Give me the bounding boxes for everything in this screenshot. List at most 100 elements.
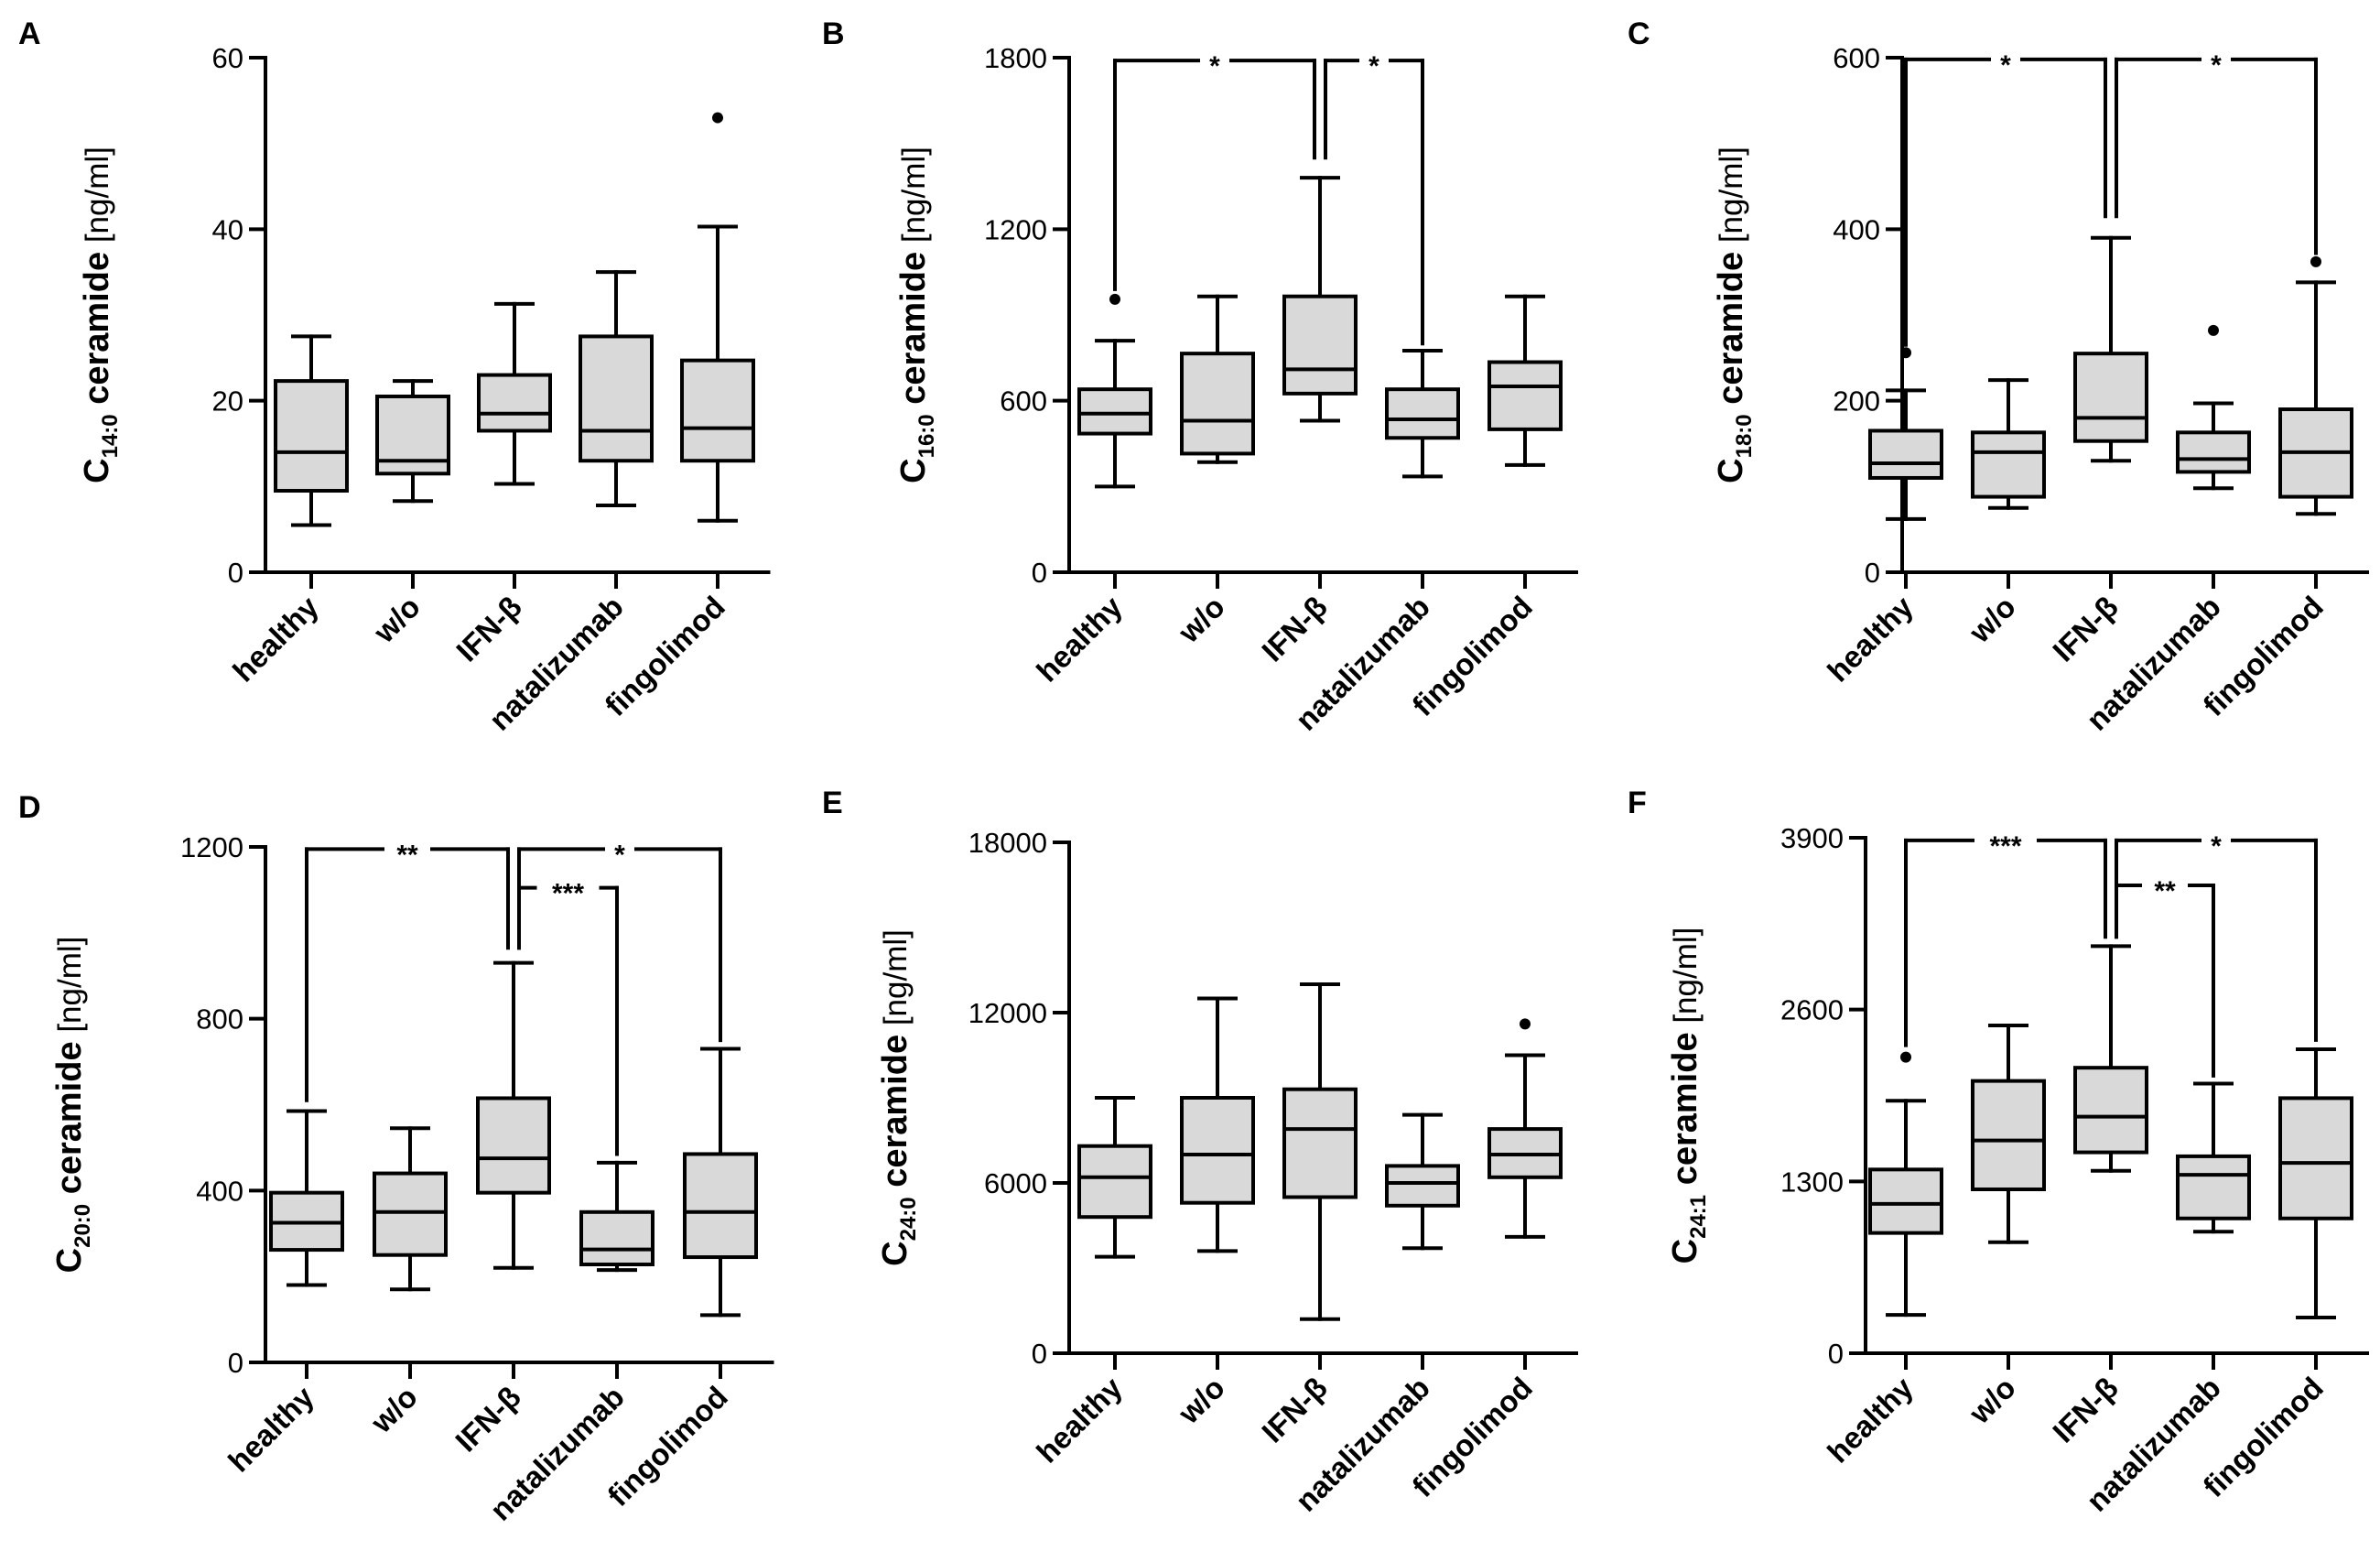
significance-bracket: ** — [2115, 872, 2215, 1078]
box-fingolimod — [2278, 280, 2353, 516]
y-label-subscript: 18:0 — [1732, 414, 1757, 458]
outlier-point — [712, 112, 723, 124]
significance-bracket: * — [1904, 46, 2107, 347]
sig-label-bg — [2202, 46, 2231, 72]
sig-label-bg — [2202, 827, 2231, 853]
box-iqr — [1180, 352, 1255, 456]
y-label-subscript: 20:0 — [70, 1204, 95, 1248]
box-w/o — [375, 379, 450, 504]
y-label-subscript: 14:0 — [98, 414, 123, 458]
significance-bracket: * — [2115, 827, 2318, 1042]
panel-letter: A — [18, 16, 41, 51]
y-label-base: C — [876, 1241, 914, 1265]
y-label-main: ceramide — [876, 1035, 914, 1197]
box-fingolimod — [683, 1047, 758, 1318]
box-iqr — [683, 1152, 758, 1260]
x-category-label: IFN-β — [1255, 590, 1334, 668]
box-iqr — [476, 1096, 551, 1195]
y-label-base: C — [1666, 1239, 1704, 1264]
box-iqr — [2176, 1154, 2251, 1220]
y-tick-label: 1300 — [1780, 1166, 1844, 1198]
significance-bracket: *** — [517, 874, 619, 1156]
box-IFN-β — [476, 960, 551, 1270]
significance-label: *** — [552, 879, 584, 909]
x-category-label: IFN-β — [2046, 1371, 2125, 1449]
y-label-base: C — [50, 1248, 89, 1273]
y-tick-label: 3900 — [1780, 822, 1844, 854]
significance-label: * — [614, 840, 625, 870]
y-tick-label: 400 — [1833, 213, 1880, 245]
y-label-unit: [ng/ml] — [80, 146, 115, 252]
sig-label-bg — [536, 874, 600, 901]
panel-A: A 0 20 40 60 C14:0 ceramide [ng/ml] healthy w/o… — [18, 16, 771, 737]
y-axis-label: C16:0 ceramide [ng/ml] — [894, 146, 939, 483]
sig-label-bg — [1991, 46, 2020, 72]
y-label-main: ceramide — [1666, 1032, 1704, 1194]
box-iqr — [1868, 428, 1943, 480]
y-label-base: C — [1712, 458, 1750, 483]
box-fingolimod — [680, 224, 755, 523]
significance-label: ** — [2154, 876, 2176, 906]
panel-letter: C — [1628, 16, 1650, 51]
box-fingolimod — [2278, 1047, 2353, 1320]
y-label-main: ceramide — [1712, 252, 1750, 414]
y-label-unit: [ng/ml] — [1668, 927, 1704, 1033]
box-natalizumab — [2176, 1081, 2251, 1234]
y-tick-label: 0 — [1032, 557, 1047, 589]
box-iqr — [1971, 430, 2046, 499]
box-iqr — [274, 379, 349, 494]
box-iqr — [2278, 1096, 2353, 1220]
panel-D: D 0 400 800 1200 C20:0 ceramide [ng/ml] health… — [18, 790, 774, 1527]
outlier-point — [1900, 347, 1911, 359]
y-tick-label: 6000 — [984, 1167, 1047, 1199]
sig-label-bg — [605, 836, 634, 862]
sig-label-bg — [384, 836, 430, 862]
significance-label: ** — [396, 840, 418, 870]
box-iqr — [1077, 1144, 1152, 1220]
box-IFN-β — [477, 301, 552, 486]
y-tick-label: 60 — [212, 42, 243, 74]
box-healthy — [1868, 1099, 1943, 1318]
box-iqr — [1385, 387, 1460, 440]
y-tick-label: 0 — [1828, 1338, 1844, 1370]
box-iqr — [579, 334, 654, 463]
x-category-label: w/o — [1962, 590, 2022, 650]
y-tick-label: 0 — [1865, 557, 1880, 589]
box-healthy — [1077, 1096, 1152, 1259]
y-label-main: ceramide — [78, 252, 116, 414]
y-tick-label: 1200 — [984, 213, 1047, 245]
outlier-point — [2310, 255, 2321, 267]
significance-label: * — [2000, 50, 2011, 81]
y-label-unit: [ng/ml] — [1714, 146, 1749, 252]
x-category-label: healthy — [226, 589, 325, 688]
significance-bracket: * — [1113, 48, 1316, 291]
box-iqr — [2073, 1066, 2148, 1155]
sig-label-bg — [1974, 827, 2037, 853]
panel-F: F 0 1300 2600 3900 C24:1 ceramide [ng/ml] heal… — [1628, 786, 2369, 1518]
y-label-base: C — [894, 458, 933, 483]
x-category-label: IFN-β — [449, 590, 528, 668]
panel-letter: F — [1628, 786, 1647, 820]
outlier-point — [1900, 1051, 1911, 1063]
y-label-subscript: 16:0 — [914, 414, 939, 458]
x-category-label: IFN-β — [1255, 1371, 1334, 1449]
x-category-label: w/o — [1171, 1371, 1231, 1431]
y-label-unit: [ng/ml] — [896, 146, 932, 252]
significance-label: * — [1209, 51, 1220, 81]
significance-bracket: * — [517, 836, 722, 1043]
panel-letter: D — [18, 790, 41, 825]
x-category-label: w/o — [1171, 590, 1231, 650]
box-iqr — [1180, 1096, 1255, 1205]
sig-label-bg — [1359, 48, 1389, 74]
y-label-subscript: 24:1 — [1686, 1195, 1711, 1239]
outlier-point — [1109, 293, 1120, 305]
box-IFN-β — [1282, 176, 1358, 423]
x-category-label: healthy — [222, 1379, 320, 1478]
x-category-label: healthy — [1030, 1370, 1129, 1469]
significance-bracket: *** — [1904, 827, 2107, 1047]
y-tick-label: 1200 — [180, 831, 243, 863]
box-w/o — [1180, 996, 1255, 1253]
significance-label: * — [2211, 50, 2222, 81]
y-tick-label: 1800 — [984, 42, 1047, 74]
